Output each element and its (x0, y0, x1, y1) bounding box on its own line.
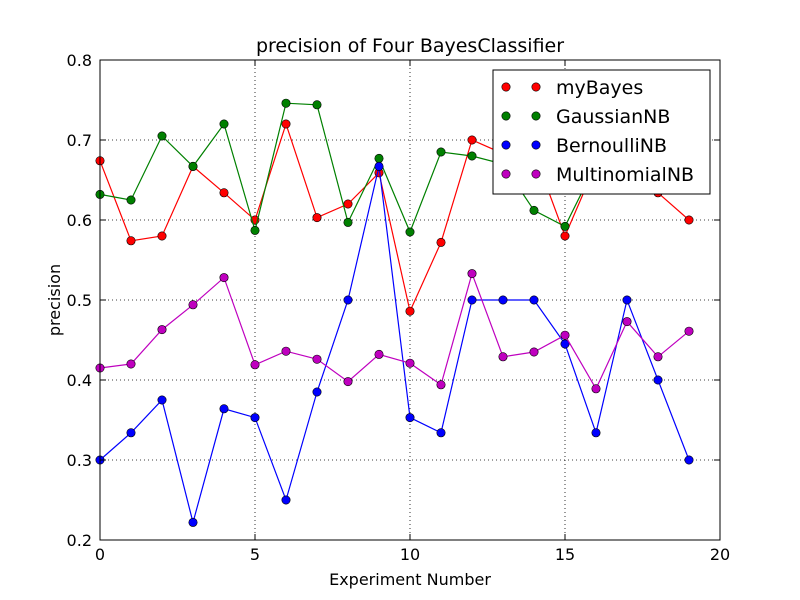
data-point (436, 380, 446, 390)
data-point (343, 295, 353, 305)
legend-label: MultinomialNB (556, 164, 694, 186)
data-point (405, 306, 415, 316)
data-point (591, 428, 601, 438)
data-point (126, 195, 136, 205)
data-point (684, 455, 694, 465)
data-point (312, 213, 322, 223)
data-point (436, 428, 446, 438)
series-line (99, 271, 690, 391)
data-point (281, 495, 291, 505)
data-point (560, 231, 570, 241)
data-point (467, 295, 477, 305)
x-tick-label: 10 (400, 545, 420, 564)
data-point (126, 236, 136, 246)
data-point (219, 119, 229, 129)
series-BernoulliNB (95, 161, 694, 527)
data-point (250, 360, 260, 370)
data-point (250, 225, 260, 235)
y-tick-label: 0.2 (67, 531, 92, 550)
data-point (219, 404, 229, 414)
data-point (312, 387, 322, 397)
x-tick-label: 15 (555, 545, 575, 564)
data-point (281, 119, 291, 129)
data-point (405, 227, 415, 237)
data-point (529, 347, 539, 357)
data-point (684, 215, 694, 225)
data-point (405, 413, 415, 423)
data-point (436, 147, 446, 157)
ticks: 0 5 10 15 20 0.2 0.3 0.4 0.5 0.6 0.7 0.8 (67, 51, 731, 564)
data-point (529, 205, 539, 215)
legend-marker (531, 111, 541, 121)
legend-label: GaussianNB (556, 106, 670, 128)
legend-marker (501, 111, 511, 121)
y-tick-label: 0.4 (67, 371, 92, 390)
y-tick-label: 0.5 (67, 291, 92, 310)
data-point (281, 346, 291, 356)
legend-marker (501, 140, 511, 150)
legend-marker (501, 82, 511, 92)
data-point (622, 295, 632, 305)
data-point (188, 161, 198, 171)
data-point (405, 358, 415, 368)
data-point (157, 231, 167, 241)
data-point (343, 199, 353, 209)
y-tick-label: 0.3 (67, 451, 92, 470)
data-point (157, 325, 167, 335)
data-point (560, 221, 570, 231)
legend-marker (531, 140, 541, 150)
data-point (374, 161, 384, 171)
data-point (374, 153, 384, 163)
data-point (126, 359, 136, 369)
data-point (498, 295, 508, 305)
data-point (374, 349, 384, 359)
legend: myBayes GaussianNB BernoulliNB MultinomialN… (492, 69, 711, 195)
data-point (529, 295, 539, 305)
data-point (219, 188, 229, 198)
data-point (157, 395, 167, 405)
data-point (312, 354, 322, 364)
legend-label: BernoulliNB (556, 135, 667, 157)
data-point (343, 217, 353, 227)
x-tick-label: 5 (250, 545, 260, 564)
chart-title: precision of Four BayesClassifier (256, 35, 564, 57)
data-point (498, 352, 508, 362)
data-point (467, 269, 477, 279)
data-point (560, 330, 570, 340)
x-tick-label: 0 (95, 545, 105, 564)
series-line (99, 166, 690, 525)
data-point (188, 517, 198, 527)
data-point (157, 131, 167, 141)
data-point (591, 384, 601, 394)
legend-marker (501, 169, 511, 179)
data-point (622, 317, 632, 327)
data-point (653, 352, 663, 362)
data-point (281, 98, 291, 108)
data-point (250, 413, 260, 423)
data-point (467, 151, 477, 161)
data-point (219, 273, 229, 283)
data-point (126, 428, 136, 438)
data-point (653, 375, 663, 385)
legend-marker (531, 82, 541, 92)
x-tick-label: 20 (710, 545, 730, 564)
data-point (188, 300, 198, 310)
data-point (312, 100, 322, 110)
legend-marker (531, 169, 541, 179)
legend-box (492, 69, 711, 195)
data-point (467, 135, 477, 145)
data-point (436, 237, 446, 247)
y-tick-label: 0.7 (67, 131, 92, 150)
data-point (343, 377, 353, 387)
data-point (560, 339, 570, 349)
data-point (684, 326, 694, 336)
y-tick-label: 0.6 (67, 211, 92, 230)
legend-label: myBayes (556, 77, 643, 99)
y-tick-label: 0.8 (67, 51, 92, 70)
x-axis-label: Experiment Number (329, 570, 491, 589)
y-axis-label: precision (45, 264, 64, 336)
